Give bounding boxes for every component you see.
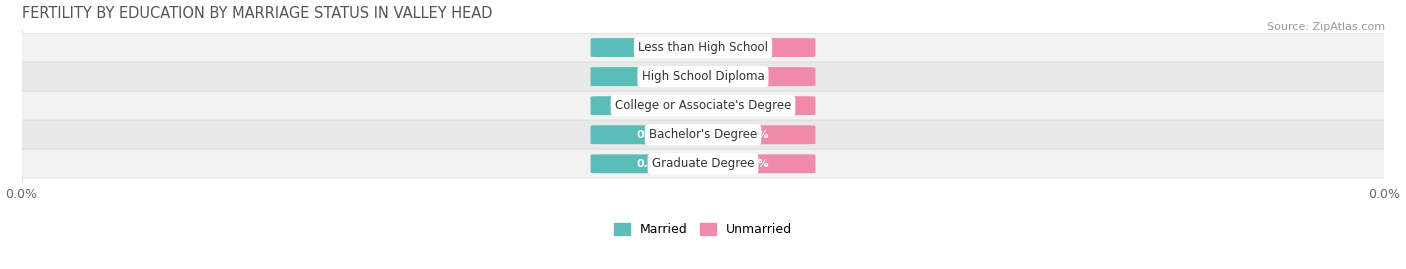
Text: 0.0%: 0.0%: [637, 101, 668, 111]
FancyBboxPatch shape: [591, 67, 713, 86]
Text: Source: ZipAtlas.com: Source: ZipAtlas.com: [1267, 22, 1385, 31]
Text: 0.0%: 0.0%: [738, 101, 769, 111]
FancyBboxPatch shape: [591, 125, 713, 144]
FancyBboxPatch shape: [693, 67, 815, 86]
Text: High School Diploma: High School Diploma: [641, 70, 765, 83]
Text: Bachelor's Degree: Bachelor's Degree: [650, 128, 756, 141]
FancyBboxPatch shape: [693, 125, 815, 144]
FancyBboxPatch shape: [693, 96, 815, 115]
FancyBboxPatch shape: [8, 121, 1398, 149]
Text: 0.0%: 0.0%: [637, 72, 668, 82]
Text: 0.0%: 0.0%: [637, 159, 668, 169]
FancyBboxPatch shape: [591, 154, 713, 173]
Text: FERTILITY BY EDUCATION BY MARRIAGE STATUS IN VALLEY HEAD: FERTILITY BY EDUCATION BY MARRIAGE STATU…: [21, 6, 492, 20]
FancyBboxPatch shape: [591, 96, 713, 115]
Text: 0.0%: 0.0%: [738, 43, 769, 52]
Text: 0.0%: 0.0%: [637, 130, 668, 140]
Text: 0.0%: 0.0%: [738, 159, 769, 169]
FancyBboxPatch shape: [8, 33, 1398, 62]
FancyBboxPatch shape: [8, 150, 1398, 178]
Legend: Married, Unmarried: Married, Unmarried: [609, 218, 797, 241]
Text: College or Associate's Degree: College or Associate's Degree: [614, 99, 792, 112]
FancyBboxPatch shape: [8, 62, 1398, 91]
Text: 0.0%: 0.0%: [738, 130, 769, 140]
Text: Graduate Degree: Graduate Degree: [652, 157, 754, 170]
Text: 0.0%: 0.0%: [738, 72, 769, 82]
FancyBboxPatch shape: [8, 91, 1398, 120]
FancyBboxPatch shape: [693, 154, 815, 173]
Text: Less than High School: Less than High School: [638, 41, 768, 54]
FancyBboxPatch shape: [693, 38, 815, 57]
Text: 0.0%: 0.0%: [637, 43, 668, 52]
FancyBboxPatch shape: [591, 38, 713, 57]
